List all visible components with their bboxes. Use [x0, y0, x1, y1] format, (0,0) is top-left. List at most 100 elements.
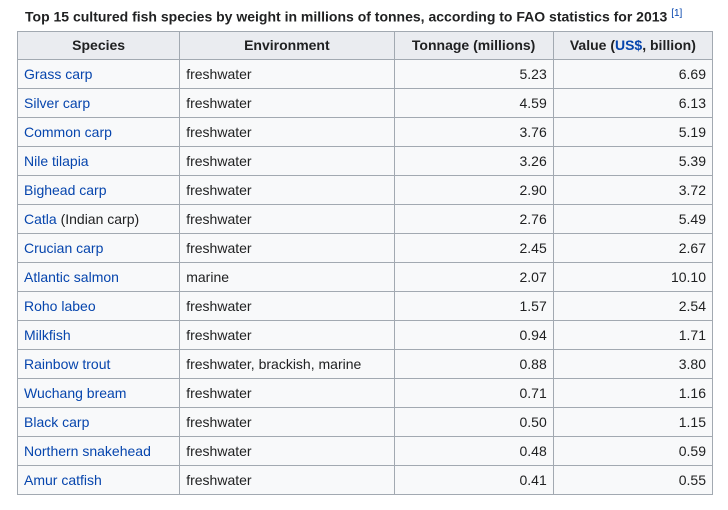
tonnage-cell: 4.59 [393, 87, 554, 118]
species-link[interactable]: Rainbow trout [24, 355, 111, 372]
header-tonnage: Tonnage (millions) [393, 30, 554, 60]
table-row: Wuchang bream freshwater 0.71 1.16 [16, 377, 714, 408]
environment-cell: marine [179, 261, 395, 292]
species-cell: Milkfish [16, 319, 181, 350]
table-row: Atlantic salmon marine 2.07 10.10 [16, 261, 714, 292]
species-cell: Northern snakehead [16, 435, 181, 466]
value-cell: 3.80 [552, 348, 714, 379]
species-cell: Crucian carp [16, 232, 181, 263]
tonnage-cell: 1.57 [393, 290, 554, 321]
value-cell: 1.16 [552, 377, 714, 408]
value-cell: 3.72 [552, 174, 714, 205]
tonnage-cell: 5.23 [393, 58, 554, 89]
tonnage-cell: 2.90 [393, 174, 554, 205]
species-link[interactable]: Grass carp [24, 65, 93, 82]
species-link[interactable]: Northern snakehead [24, 442, 151, 459]
usd-link[interactable]: US$ [614, 37, 643, 54]
environment-cell: freshwater [179, 377, 395, 408]
environment-cell: freshwater [179, 232, 395, 263]
species-link[interactable]: Bighead carp [24, 181, 107, 198]
value-cell: 5.39 [552, 145, 714, 176]
species-note: (Indian carp) [56, 210, 140, 227]
header-value-suffix: , billion) [642, 37, 696, 54]
species-link[interactable]: Roho labeo [24, 297, 96, 314]
value-cell: 1.71 [552, 319, 714, 350]
header-environment: Environment [179, 30, 395, 60]
species-cell: Silver carp [16, 87, 181, 118]
caption-text: Top 15 cultured fish species by weight i… [25, 8, 668, 25]
species-link[interactable]: Atlantic salmon [24, 268, 119, 285]
table-row: Rainbow trout freshwater, brackish, marin… [16, 348, 714, 379]
tonnage-cell: 2.45 [393, 232, 554, 263]
table-row: Amur catfish freshwater 0.41 0.55 [16, 464, 714, 495]
species-cell: Catla (Indian carp) [16, 203, 181, 234]
species-link[interactable]: Common carp [24, 123, 112, 140]
citation-link[interactable]: [1] [671, 8, 683, 19]
species-cell: Common carp [16, 116, 181, 147]
value-cell: 5.19 [552, 116, 714, 147]
table-row: Grass carp freshwater 5.23 6.69 [16, 58, 714, 89]
table-body: Grass carp freshwater 5.23 6.69 Silver carp f… [16, 58, 714, 495]
table-row: Black carp freshwater 0.50 1.15 [16, 406, 714, 437]
environment-cell: freshwater [179, 290, 395, 321]
environment-cell: freshwater [179, 435, 395, 466]
table-caption: Top 15 cultured fish species by weight i… [17, 8, 713, 31]
tonnage-cell: 3.26 [393, 145, 554, 176]
header-species: Species [16, 30, 181, 60]
table-row: Bighead carp freshwater 2.90 3.72 [16, 174, 714, 205]
tonnage-cell: 0.50 [393, 406, 554, 437]
value-cell: 2.67 [552, 232, 714, 263]
environment-cell: freshwater [179, 174, 395, 205]
species-link[interactable]: Nile tilapia [24, 152, 89, 169]
species-link[interactable]: Milkfish [24, 326, 71, 343]
species-cell: Black carp [16, 406, 181, 437]
value-cell: 0.55 [552, 464, 714, 495]
species-cell: Grass carp [16, 58, 181, 89]
species-link[interactable]: Black carp [24, 413, 90, 430]
tonnage-cell: 0.48 [393, 435, 554, 466]
value-cell: 1.15 [552, 406, 714, 437]
species-cell: Atlantic salmon [16, 261, 181, 292]
species-link[interactable]: Amur catfish [24, 471, 102, 488]
environment-cell: freshwater [179, 145, 395, 176]
environment-cell: freshwater [179, 116, 395, 147]
value-cell: 10.10 [552, 261, 714, 292]
table-row: Roho labeo freshwater 1.57 2.54 [16, 290, 714, 321]
table-row: Milkfish freshwater 0.94 1.71 [16, 319, 714, 350]
header-value-prefix: Value ( [569, 37, 615, 54]
environment-cell: freshwater [179, 319, 395, 350]
citation-ref[interactable]: [1] [671, 8, 682, 19]
value-cell: 6.69 [552, 58, 714, 89]
species-link[interactable]: Crucian carp [24, 239, 104, 256]
value-cell: 5.49 [552, 203, 714, 234]
value-cell: 2.54 [552, 290, 714, 321]
environment-cell: freshwater [179, 406, 395, 437]
species-cell: Amur catfish [16, 464, 181, 495]
header-value: Value (US$, billion) [552, 30, 714, 60]
table-row: Silver carp freshwater 4.59 6.13 [16, 87, 714, 118]
tonnage-cell: 2.07 [393, 261, 554, 292]
species-link[interactable]: Silver carp [24, 94, 91, 111]
species-cell: Wuchang bream [16, 377, 181, 408]
table-row: Northern snakehead freshwater 0.48 0.59 [16, 435, 714, 466]
value-cell: 6.13 [552, 87, 714, 118]
header-row: Species Environment Tonnage (millions) V… [16, 30, 714, 60]
environment-cell: freshwater, brackish, marine [179, 348, 395, 379]
species-cell: Roho labeo [16, 290, 181, 321]
tonnage-cell: 0.41 [393, 464, 554, 495]
value-cell: 0.59 [552, 435, 714, 466]
species-cell: Nile tilapia [16, 145, 181, 176]
table-row: Common carp freshwater 3.76 5.19 [16, 116, 714, 147]
species-link[interactable]: Wuchang bream [24, 384, 127, 401]
environment-cell: freshwater [179, 203, 395, 234]
tonnage-cell: 2.76 [393, 203, 554, 234]
fish-species-table: Top 15 cultured fish species by weight i… [16, 8, 714, 495]
tonnage-cell: 3.76 [393, 116, 554, 147]
species-cell: Bighead carp [16, 174, 181, 205]
species-cell: Rainbow trout [16, 348, 181, 379]
environment-cell: freshwater [179, 464, 395, 495]
table-row: Nile tilapia freshwater 3.26 5.39 [16, 145, 714, 176]
species-link[interactable]: Catla [24, 210, 57, 227]
environment-cell: freshwater [179, 87, 395, 118]
fish-species-table-container: Top 15 cultured fish species by weight i… [16, 8, 714, 495]
